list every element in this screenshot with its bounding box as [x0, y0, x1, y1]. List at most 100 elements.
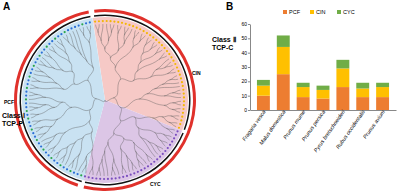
branch	[75, 49, 81, 55]
branch	[90, 25, 91, 34]
leaf-dot	[36, 58, 38, 60]
leaf-dot	[74, 26, 76, 28]
class-label: Class Ⅰ	[2, 112, 25, 119]
leaf-dot	[99, 178, 101, 180]
leaf-dot	[149, 34, 151, 36]
branch	[164, 62, 171, 68]
branch	[137, 127, 154, 132]
bar-series	[257, 74, 389, 110]
leaf-dot	[179, 74, 181, 76]
branch	[102, 159, 104, 176]
bar	[376, 97, 389, 110]
leaf-dot	[175, 134, 177, 136]
leaf-dot	[89, 21, 91, 23]
tick: 60	[241, 21, 250, 27]
legend-swatch	[337, 10, 341, 14]
branch	[166, 128, 173, 133]
leaf-dot	[137, 171, 139, 173]
branch	[110, 24, 111, 33]
branch	[41, 134, 56, 141]
branch	[39, 107, 55, 114]
branch	[88, 68, 94, 81]
branch	[172, 90, 180, 93]
figure: ABClass ⅡTCP-CClass ⅠTCP-PCINCYCPCF01020…	[0, 0, 400, 192]
branch	[63, 102, 72, 107]
branch	[101, 24, 103, 41]
leaf-dot	[180, 77, 182, 79]
branch	[140, 137, 155, 157]
leaf-dot	[182, 108, 184, 110]
branch	[30, 114, 39, 116]
branch	[63, 37, 69, 43]
bar	[257, 86, 270, 96]
leaf-dot	[84, 175, 86, 177]
leaf-dot	[162, 153, 164, 155]
leaf-dot	[59, 164, 61, 166]
leaf-dot	[167, 147, 169, 149]
branch	[171, 116, 179, 120]
legend: PCFCINCYC	[283, 9, 355, 15]
branch	[64, 84, 75, 90]
branch	[150, 45, 157, 50]
leaf-dot	[34, 136, 36, 138]
branch	[115, 68, 120, 80]
leaf-dot	[147, 165, 149, 167]
branch	[154, 132, 159, 139]
branch	[138, 159, 144, 165]
leaf-dot	[34, 61, 36, 63]
y-axis: 0102030405060	[241, 21, 250, 113]
branch	[83, 27, 85, 36]
branch	[76, 137, 84, 142]
bar	[356, 83, 369, 89]
branch	[49, 49, 56, 53]
tick-label: 30	[241, 64, 247, 70]
bar	[356, 89, 369, 98]
class-subtitle: TCP-P	[2, 120, 23, 127]
branch	[67, 55, 70, 63]
leaf-dot	[69, 170, 71, 172]
branch	[155, 50, 162, 54]
branch	[121, 148, 123, 165]
branch	[84, 36, 89, 43]
branch	[46, 97, 63, 102]
branch	[64, 71, 74, 72]
leaf-dot	[56, 162, 58, 164]
branch	[87, 26, 91, 34]
class-arc	[84, 9, 196, 191]
leaf-dot	[98, 20, 100, 22]
branch	[57, 84, 64, 90]
branch	[133, 42, 140, 48]
leaf-dot	[45, 151, 47, 153]
branch	[147, 89, 155, 94]
branch	[172, 109, 180, 112]
branch	[162, 83, 179, 85]
leaf-dot	[26, 110, 28, 112]
tick: Rubus occidentalis	[335, 109, 367, 150]
branch	[113, 80, 120, 98]
branch	[57, 41, 64, 47]
tick-mark	[248, 38, 250, 39]
branch	[105, 49, 111, 58]
branch	[145, 40, 151, 46]
branch	[56, 151, 60, 159]
leaf-dot	[53, 159, 55, 161]
branch	[126, 155, 131, 162]
branch	[156, 59, 169, 70]
leaf-dot	[118, 177, 120, 179]
tick-mark	[248, 96, 250, 97]
branch	[46, 105, 55, 108]
leaf-dot	[73, 172, 75, 174]
branch	[73, 72, 75, 84]
bar	[257, 80, 270, 86]
branch	[105, 41, 109, 49]
branch	[133, 142, 135, 151]
branch	[50, 78, 57, 84]
branch	[31, 114, 39, 118]
leaf-dot	[25, 94, 27, 96]
legend-label: PCF	[289, 9, 301, 15]
branch	[172, 101, 180, 103]
bar	[336, 60, 349, 69]
branch	[43, 72, 50, 77]
branch	[55, 102, 63, 107]
leaf-dot	[31, 68, 33, 70]
